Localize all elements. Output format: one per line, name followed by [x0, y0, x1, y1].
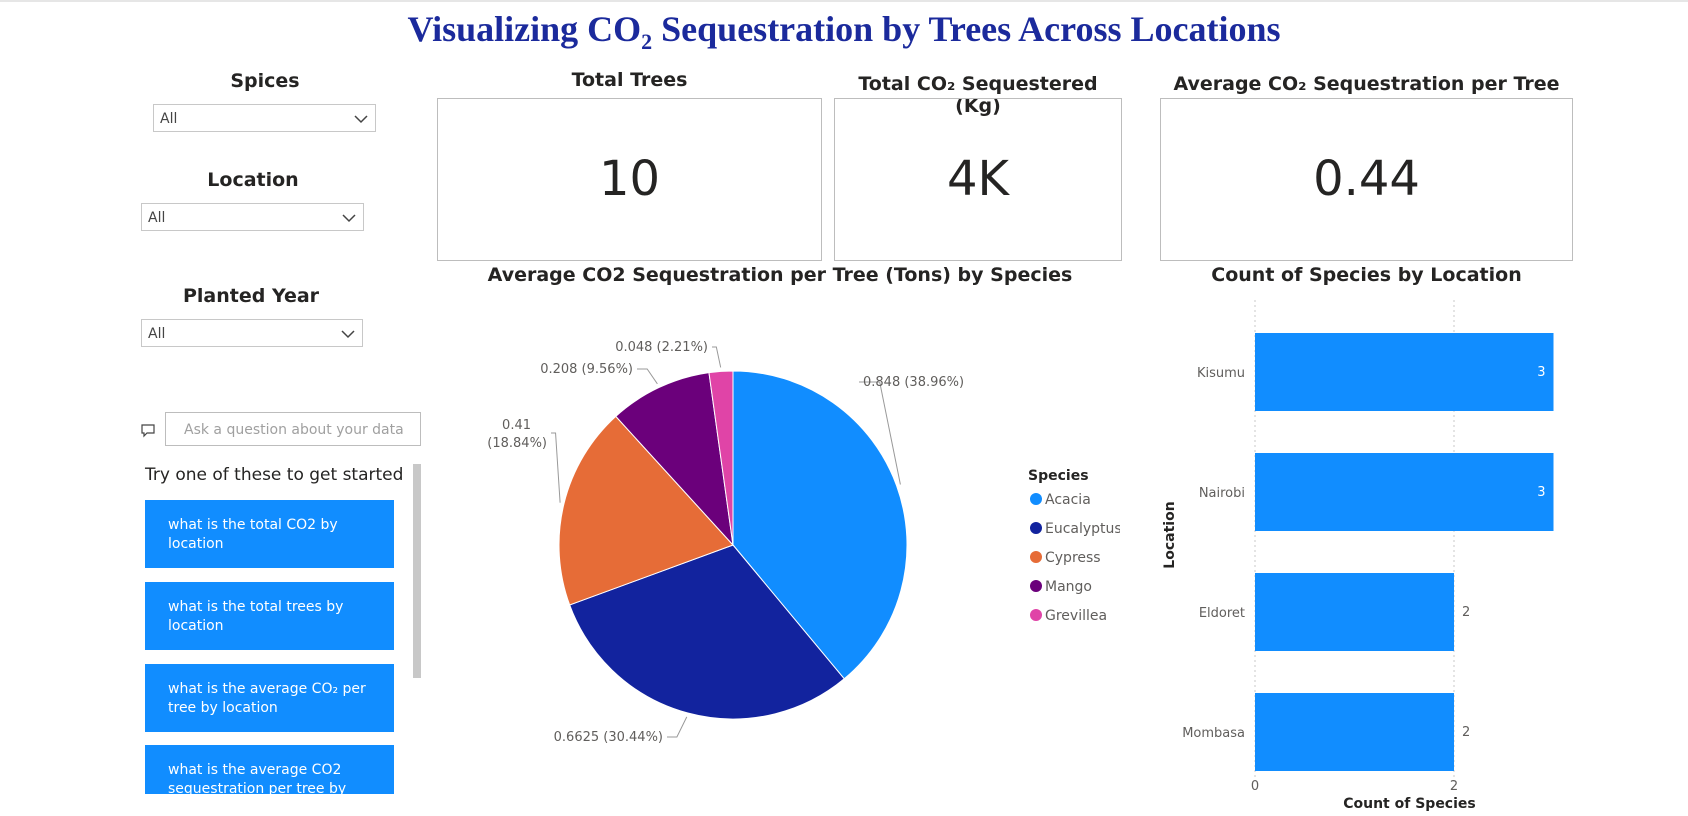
location-dropdown-value: All: [148, 210, 166, 226]
pie-slice-mango[interactable]: [615, 372, 734, 547]
pie-data-label: 0.848 (38.96%): [863, 375, 964, 390]
card-value-avg-co2-per-tree: 0.44: [1313, 151, 1420, 207]
legend-marker: [1030, 609, 1042, 621]
slicer-title-location: Location: [207, 169, 299, 191]
legend-marker: [1030, 580, 1042, 592]
chevron-down-icon: [354, 115, 368, 124]
card-title-total-trees: Total Trees: [571, 69, 688, 91]
planted-year-dropdown-value: All: [148, 326, 166, 342]
bar-category-label: Eldoret: [1199, 606, 1245, 621]
bar-kisumu[interactable]: [1255, 333, 1554, 411]
pie-slice-acacia[interactable]: [732, 370, 908, 680]
bar-x-tick: 0: [1251, 779, 1259, 794]
pie-data-label: 0.048 (2.21%): [615, 340, 708, 355]
pie-slice-cypress[interactable]: [558, 415, 734, 606]
bar-y-axis-title: Location: [1162, 501, 1178, 568]
spices-dropdown-value: All: [160, 111, 178, 127]
pie-slice-grevillea[interactable]: [708, 370, 734, 546]
chevron-down-icon: [341, 330, 355, 339]
bar-chart-title: Count of Species by Location: [1211, 264, 1522, 286]
bar-category-label: Mombasa: [1182, 726, 1245, 741]
card-title-total-co2: Total CO₂ Sequestered (Kg): [858, 73, 1098, 117]
legend-marker: [1030, 493, 1042, 505]
legend-item-mango[interactable]: Mango: [1045, 579, 1092, 595]
bar-eldoret[interactable]: [1255, 573, 1454, 651]
bar-chart: Kisumu 3 Nairobi 3 Eldoret 2 Mombasa 2 0 2 Count o…: [1162, 300, 1554, 812]
legend-marker: [1030, 522, 1042, 534]
pie-leader-line: [551, 432, 561, 503]
slicer-title-planted-year: Planted Year: [182, 285, 320, 307]
bar-nairobi[interactable]: [1255, 453, 1554, 531]
bar-mombasa[interactable]: [1255, 693, 1454, 771]
card-value-total-trees: 10: [598, 151, 661, 207]
legend-item-acacia[interactable]: Acacia: [1045, 492, 1091, 508]
pie-leader-line: [667, 716, 688, 738]
pie-legend: Species Acacia Eucalyptus Cypress Mango Grevi…: [1028, 468, 1120, 624]
card-total-trees: 10: [437, 98, 822, 261]
location-dropdown[interactable]: All: [141, 203, 364, 231]
bar-category-label: Kisumu: [1197, 366, 1245, 381]
qa-search-input[interactable]: Ask a question about your data: [165, 412, 421, 446]
legend-item-cypress[interactable]: Cypress: [1045, 550, 1101, 566]
planted-year-dropdown[interactable]: All: [141, 319, 363, 347]
spices-dropdown[interactable]: All: [153, 104, 376, 132]
pie-leader-line: [637, 368, 658, 385]
pie-leader-line: [859, 381, 901, 485]
bar-x-axis-title: Count of Species: [1343, 796, 1476, 812]
top-border: [0, 0, 1688, 2]
card-value-total-co2: 4K: [946, 151, 1009, 207]
slicer-title-spices: Spices: [230, 70, 300, 92]
qa-suggestion-button[interactable]: what is the total trees by location: [145, 582, 394, 650]
legend-item-grevillea[interactable]: Grevillea: [1045, 608, 1107, 624]
qa-suggestion-button[interactable]: what is the total CO2 by location: [145, 500, 394, 568]
legend-title: Species: [1028, 468, 1089, 484]
card-total-co2: 4K: [834, 98, 1122, 261]
legend-item-eucalyptus[interactable]: Eucalyptus: [1045, 521, 1120, 537]
qa-suggestion-button[interactable]: what is the average CO2 sequestration pe…: [145, 745, 394, 794]
card-title-avg-co2-per-tree: Average CO₂ Sequestration per Tree: [1173, 73, 1560, 95]
bar-data-label: 2: [1462, 725, 1470, 740]
pie-data-label: 0.208 (9.56%): [540, 362, 633, 377]
bar-category-label: Nairobi: [1199, 486, 1245, 501]
qa-hint-text: Try one of these to get started: [145, 465, 404, 485]
bar-data-label: 2: [1462, 605, 1470, 620]
pie-slice-eucalyptus[interactable]: [569, 544, 845, 720]
bar-x-tick: 2: [1450, 779, 1458, 794]
bar-data-label: 3: [1537, 365, 1545, 380]
legend-marker: [1030, 551, 1042, 563]
page-title: Visualizing CO2 Sequestration by Trees A…: [407, 9, 1281, 55]
pie-data-label: (18.84%): [487, 436, 547, 451]
pie-chart-title: Average CO2 Sequestration per Tree (Tons…: [487, 264, 1073, 286]
qa-suggestions-list: what is the total CO2 by location what i…: [145, 498, 395, 794]
chevron-down-icon: [342, 214, 356, 223]
pie-data-label: 0.41: [502, 418, 531, 433]
pie-data-label: 0.6625 (30.44%): [554, 730, 663, 745]
chat-bubble-icon: [141, 424, 155, 438]
card-avg-co2-per-tree: 0.44: [1160, 98, 1573, 261]
pie-chart: 0.848 (38.96%) 0.6625 (30.44%) 0.41 (18.84%…: [487, 340, 1120, 745]
qa-suggestion-button[interactable]: what is the average CO₂ per tree by loca…: [145, 664, 394, 732]
pie-leader-line: [712, 346, 722, 368]
bar-data-label: 3: [1537, 485, 1545, 500]
qa-scrollbar[interactable]: [413, 464, 421, 678]
